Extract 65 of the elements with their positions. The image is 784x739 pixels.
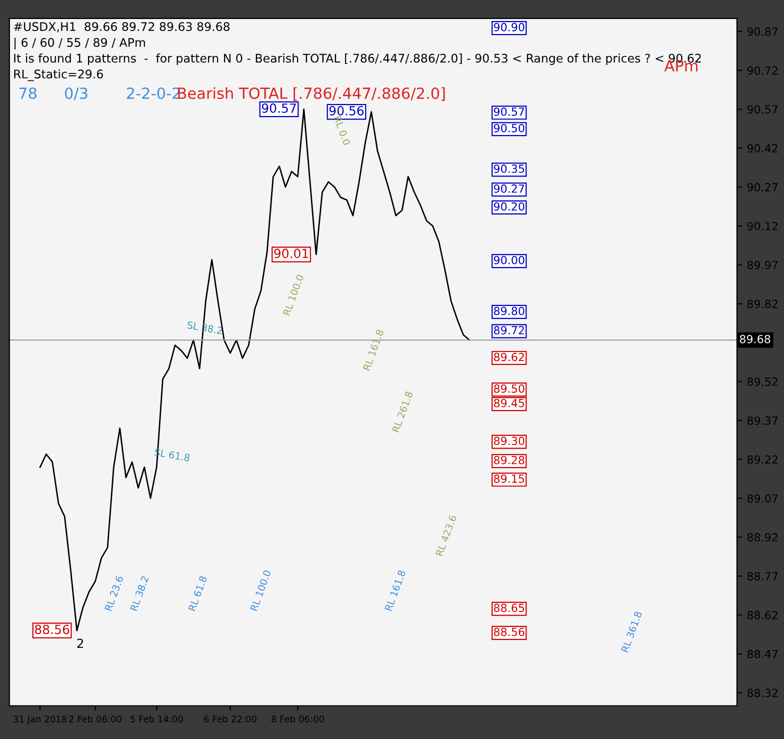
annotation: RL 161.8 [362,329,384,371]
annotation: | 6 / 60 / 55 / 89 / APm [14,38,145,50]
y-tick-label: 89.82 [747,300,778,308]
annotation: RL 161.8 [384,570,406,612]
y-tick-label: 88.92 [747,533,778,542]
text: 89.15 [494,474,524,483]
text: 89.50 [494,384,524,393]
text: 90.90 [494,22,524,32]
y-tick-label: 88.77 [747,572,778,580]
x-tick-label: 8 Feb 06:00 [272,715,324,722]
y-tick-label: 90.12 [747,222,778,230]
y-tick-label: 88.62 [747,610,778,620]
chart-title: #USDX,H1 89.66 89.72 89.63 89.68 [14,22,230,32]
text: 89.80 [494,306,524,316]
text: 90.50 [494,124,524,132]
text: 90.35 [494,164,524,173]
data-label: 90.01 [274,248,308,258]
annotation: 2-2-0-2 [126,87,180,100]
annotation: RL 100.0 [250,570,272,612]
annotation: RL 100.0 [282,274,304,316]
annotation: 2 [77,638,84,648]
x-tick-label: 5 Feb 14:00 [130,715,183,722]
annotation: RL 38.2 [130,576,149,612]
data-label: 90.57 [262,103,296,113]
text: 90.27 [494,184,524,193]
annotation: RL 23.6 [104,575,124,612]
y-tick-label: 90.42 [747,144,778,153]
text: 89.45 [494,398,524,408]
y-tick-label: 89.07 [747,494,778,503]
text: 78 [19,87,37,100]
text: 89.28 [494,456,524,464]
y-tick-label: 90.72 [747,66,778,75]
text: 90.20 [494,202,524,211]
text: 89.62 [494,352,524,362]
y-tick-label: 88.47 [747,650,778,658]
annotation: 0/3 [64,87,88,100]
text: RL 361.8 [621,610,642,652]
x-tick-label: 31 Jan 2018 [14,716,67,724]
annotation: SL 61.8 [154,448,190,462]
y-tick-label: 89.97 [747,260,778,270]
text: 90.57 [494,107,524,116]
y-tick-label: 90.57 [747,105,778,114]
y-tick-label: 90.27 [747,183,778,192]
y-tick-label: 88.32 [747,688,778,698]
annotation: RL 61.8 [188,576,208,612]
text: 88.56 [494,628,524,636]
data-label: 88.56 [35,624,70,634]
y-tick-label: 89.52 [747,378,778,386]
annotation: RL 423.6 [436,514,457,556]
y-tick-label: 89.37 [747,416,778,425]
text: 88.65 [494,604,524,612]
text: 89.30 [494,436,524,446]
annotation: SL 38.2 [186,321,222,334]
annotation: Bearish TOTAL [.786/.447/.886/2.0] [178,87,445,101]
text: 89.72 [494,326,524,334]
x-tick-label: 6 Feb 22:00 [204,715,256,722]
annotation: RL 261.8 [392,391,413,433]
data-label: 90.56 [329,106,364,116]
x-tick-label: 2 Feb 06:00 [69,715,122,722]
ref-line-label: 89.68 [740,334,770,344]
y-tick-label: 89.22 [747,455,778,464]
text: 90.00 [494,256,524,264]
y-tick-label: 90.87 [747,27,778,36]
annotation: RL 0.0 [334,116,351,146]
annotation: RL_Static=29.6 [14,69,103,82]
